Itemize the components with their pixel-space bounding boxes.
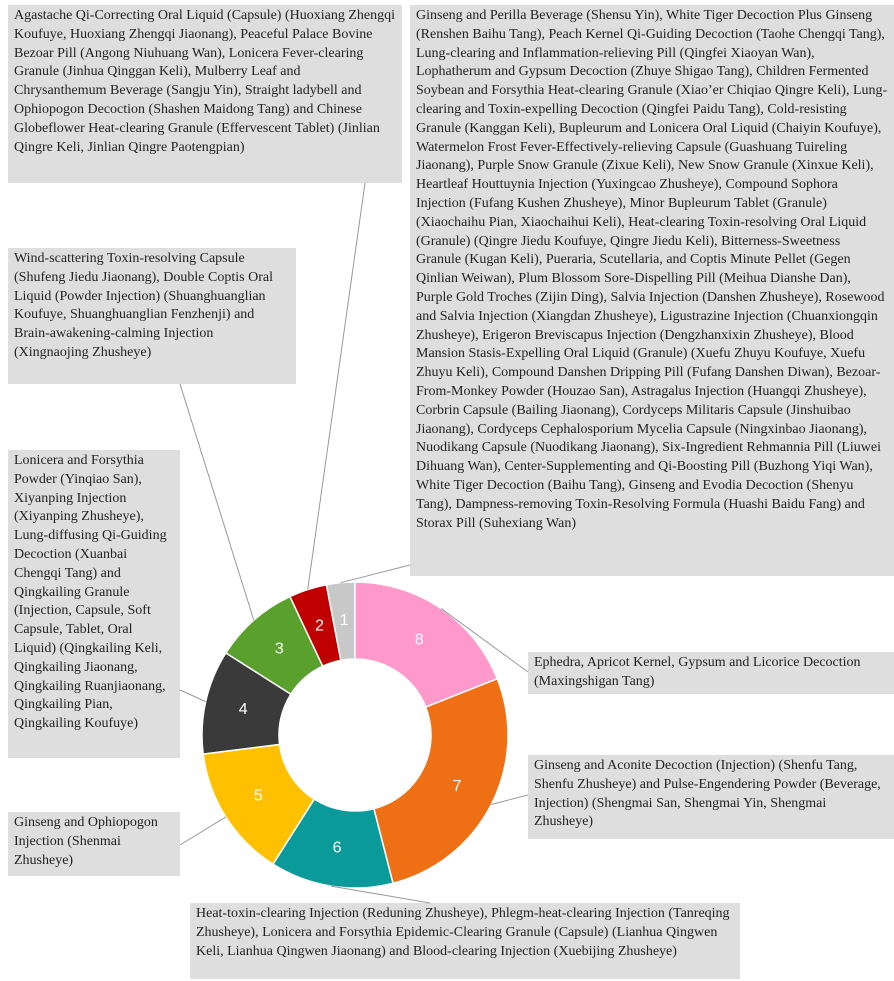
- donut-segment: [372, 677, 509, 885]
- segment-label: 6: [333, 839, 342, 856]
- callout-box: Lonicera and Forsythia Powder (Yinqiao S…: [8, 450, 180, 758]
- callout-box: Ephedra, Apricot Kernel, Gypsum and Lico…: [528, 652, 894, 694]
- segment-label: 2: [315, 617, 324, 634]
- segment-label: 7: [453, 778, 462, 795]
- callout-box: Wind-scattering Toxin-resolving Capsule …: [8, 248, 296, 384]
- leader-line: [307, 182, 366, 590]
- leader-line: [179, 383, 255, 621]
- leader-line: [440, 608, 529, 673]
- leader-line: [330, 885, 431, 904]
- segment-label: 3: [275, 640, 284, 657]
- segment-label: 1: [340, 612, 349, 629]
- leader-line: [340, 564, 411, 584]
- callout-box: Ginseng and Ophiopogon Injection (Shenma…: [8, 812, 180, 876]
- segment-label: 8: [415, 632, 424, 649]
- segment-label: 5: [254, 788, 263, 805]
- leader-line: [179, 689, 206, 703]
- segment-label: 4: [239, 701, 248, 718]
- donut-segment: [354, 581, 499, 708]
- callout-box: Agastache Qi-Correcting Oral Liquid (Cap…: [8, 5, 402, 183]
- callout-box: Ginseng and Perilla Beverage (Shensu Yin…: [410, 5, 894, 576]
- leader-line: [491, 794, 529, 805]
- callout-box: Heat-toxin-clearing Injection (Reduning …: [190, 903, 740, 979]
- callout-box: Ginseng and Aconite Decoction (Injection…: [528, 755, 894, 839]
- leader-line: [179, 816, 227, 846]
